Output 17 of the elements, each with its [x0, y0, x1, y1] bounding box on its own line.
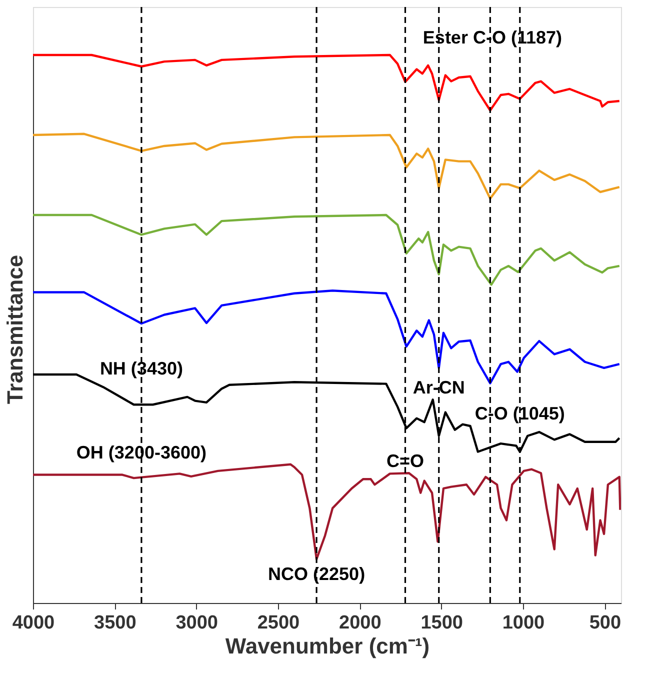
annotation: NH (3430) — [100, 358, 183, 379]
annotation: C=O — [386, 451, 424, 472]
annotation: NCO (2250) — [268, 564, 366, 584]
annotation: Ester C-O (1187) — [422, 28, 562, 48]
annotation: Ar-CN — [412, 378, 465, 398]
x-axis-title: Wavenumber (cm⁻¹) — [225, 634, 430, 658]
annotation: OH (3200-3600) — [76, 442, 206, 462]
x-tick-label: 2000 — [339, 612, 382, 634]
x-tick-label: 1500 — [420, 612, 463, 634]
x-tick-label: 500 — [589, 612, 622, 634]
x-tick-label: 3000 — [176, 612, 218, 634]
x-tick-label: 3500 — [94, 612, 136, 634]
x-tick-label: 2500 — [257, 612, 300, 634]
y-axis-title: Transmittance — [2, 254, 28, 404]
x-tick-label: 4000 — [12, 612, 55, 634]
annotation: C-O (1045) — [474, 403, 565, 424]
x-tick-label: 1000 — [502, 612, 545, 634]
